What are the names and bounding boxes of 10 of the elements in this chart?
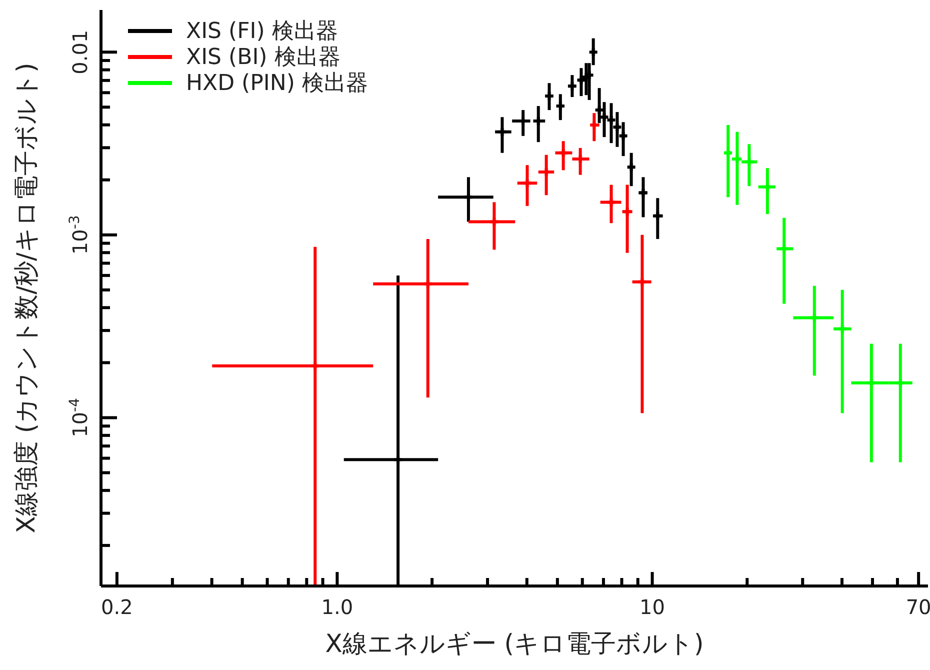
y-tick-label: 0.01 [68, 30, 92, 74]
legend-label: XIS (BI) 検出器 [186, 45, 340, 70]
x-tick-label: 0.2 [101, 595, 133, 619]
legend-label: HXD (PIN) 検出器 [186, 71, 368, 96]
legend-label: XIS (FI) 検出器 [186, 18, 338, 46]
x-tick-label: 1.0 [321, 595, 354, 619]
x-tick-label: 10 [640, 595, 666, 619]
y-axis-title: X線強度 (カウント数/秒/キロ電子ボルト) [10, 62, 42, 534]
x-tick-label: 70 [906, 595, 930, 619]
x-axis-title: X線エネルギー (キロ電子ボルト) [324, 628, 705, 660]
